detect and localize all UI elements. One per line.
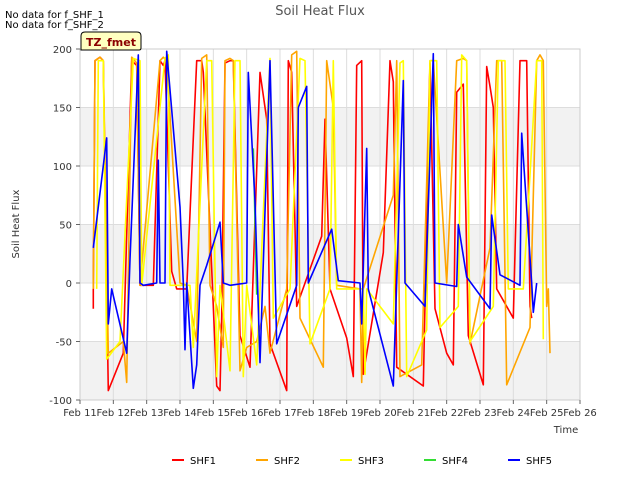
x-tick-label: Feb 25 [530, 408, 564, 419]
x-tick-label: Feb 24 [497, 408, 531, 419]
legend-label-shf3: SHF3 [358, 456, 384, 467]
series-line-shf5 [92, 50, 538, 390]
series-layer [92, 50, 551, 392]
x-tick-label: Feb 21 [397, 408, 431, 419]
legend-label-shf4: SHF4 [442, 456, 468, 467]
chart-title: Soil Heat Flux [275, 4, 365, 19]
note-no-data-shf1: No data for f_SHF_1 [5, 10, 104, 21]
x-tick-label: Feb 16 [230, 408, 264, 419]
x-tick-label: Feb 12 [97, 408, 131, 419]
y-tick-label: -100 [49, 396, 72, 407]
x-tick-label: Feb 18 [297, 408, 331, 419]
legend-label-shf1: SHF1 [190, 456, 216, 467]
background-band [80, 341, 580, 400]
x-tick-label: Feb 26 [563, 408, 597, 419]
y-tick-label: -50 [56, 338, 72, 349]
x-tick-label: Feb 14 [163, 408, 197, 419]
y-axis-ticks: -100 -50 0 50 100 150 200 [49, 45, 80, 407]
y-tick-label: 0 [66, 279, 72, 290]
legend: SHF1 SHF2 SHF3 SHF4 SHF5 [172, 456, 552, 467]
x-tick-label: Feb 17 [263, 408, 297, 419]
y-tick-label: 100 [53, 162, 72, 173]
x-tick-label: Feb 11 [63, 408, 97, 419]
x-axis-ticks: Feb 11 Feb 12 Feb 13 Feb 14 Feb 15 Feb 16 Feb … [63, 400, 597, 419]
x-tick-label: Feb 15 [197, 408, 231, 419]
y-tick-label: 200 [53, 45, 72, 56]
y-axis-label: Soil Heat Flux [11, 189, 22, 258]
x-tick-label: Feb 20 [363, 408, 397, 419]
y-tick-label: 50 [59, 221, 72, 232]
legend-label-shf2: SHF2 [274, 456, 300, 467]
x-tick-label: Feb 22 [430, 408, 464, 419]
x-tick-label: Feb 19 [330, 408, 364, 419]
series-line-shf2 [92, 50, 551, 386]
tz-annotation-box: TZ_fmet [80, 31, 142, 51]
tz-annotation-label: TZ_fmet [86, 36, 136, 49]
x-tick-label: Feb 13 [130, 408, 164, 419]
series-line-shf3 [95, 54, 545, 378]
y-tick-label: 150 [53, 104, 72, 115]
legend-label-shf5: SHF5 [526, 456, 552, 467]
x-tick-label: Feb 23 [463, 408, 497, 419]
note-no-data-shf2: No data for f_SHF_2 [5, 20, 104, 31]
background-band [80, 283, 580, 342]
x-axis-label: Time [553, 425, 578, 436]
